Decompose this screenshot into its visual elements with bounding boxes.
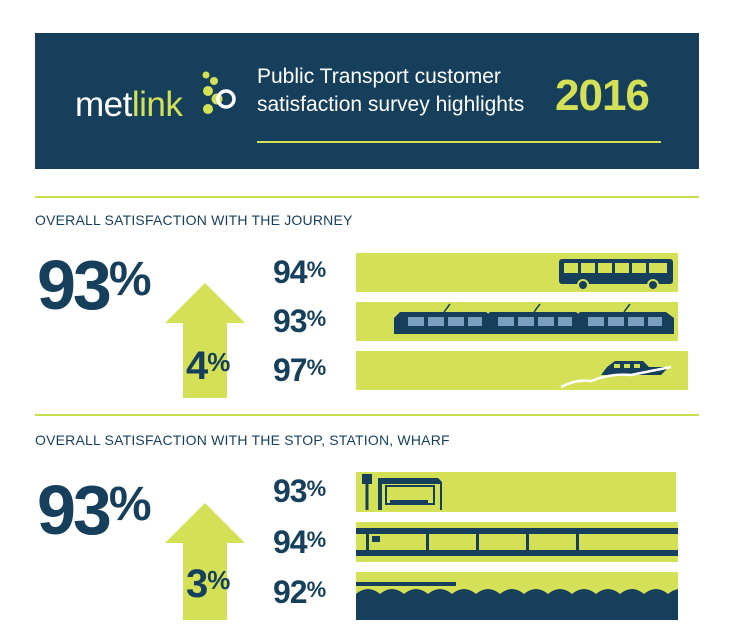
journey-overall: 93%: [37, 245, 152, 325]
pct-sign: %: [306, 257, 327, 282]
pct-sign: %: [108, 253, 152, 306]
page-title: Public Transport customer satisfaction s…: [257, 63, 524, 119]
ferry-value: 97: [273, 352, 308, 388]
wharf-bar: [356, 572, 678, 620]
increase-arrow-icon: [165, 283, 245, 398]
journey-increase-value: 4: [186, 344, 208, 388]
pct-sign: %: [108, 478, 152, 531]
bus-stop-satisfaction: 93%: [273, 473, 327, 510]
journey-heading: OVERALL SATISFACTION WITH THE JOURNEY: [35, 212, 353, 228]
divider-middle: [35, 414, 699, 416]
wharf-value: 92: [273, 574, 308, 610]
station-value: 94: [273, 524, 308, 560]
pct-sign: %: [306, 527, 327, 552]
train-satisfaction: 93%: [273, 303, 327, 340]
header-banner: metlink Public Transport customer satisf…: [35, 33, 699, 169]
journey-increase: 4%: [186, 344, 230, 389]
ferry-satisfaction: 97%: [273, 352, 327, 389]
pct-sign: %: [207, 347, 230, 377]
pct-sign: %: [306, 476, 327, 501]
wharf-satisfaction: 92%: [273, 574, 327, 611]
stop-overall-value: 93: [37, 471, 112, 549]
station-bar: [356, 522, 678, 562]
train-icon: [394, 303, 674, 334]
stop-heading: OVERALL SATISFACTION WITH THE STOP, STAT…: [35, 432, 450, 448]
bus-value: 94: [273, 254, 308, 290]
train-value: 93: [273, 303, 308, 339]
pct-sign: %: [306, 355, 327, 380]
metlink-logo: metlink: [75, 85, 183, 124]
title-line-1: Public Transport customer: [257, 65, 501, 88]
stop-increase: 3%: [186, 562, 230, 607]
title-line-2: satisfaction survey highlights: [257, 93, 525, 116]
divider-top: [35, 196, 699, 198]
bus-shelter-icon: [362, 474, 442, 510]
metlink-dots-icon: [202, 71, 236, 114]
wharf-icon: [356, 572, 678, 596]
bus-satisfaction: 94%: [273, 254, 327, 291]
increase-arrow-icon: [165, 503, 245, 620]
pct-sign: %: [306, 306, 327, 331]
bus-stop-bar: [356, 472, 676, 512]
pct-sign: %: [306, 577, 327, 602]
survey-year: 2016: [555, 71, 650, 120]
pct-sign: %: [207, 565, 230, 595]
stop-overall: 93%: [37, 470, 152, 550]
bus-bar: [356, 253, 678, 292]
title-underline: [257, 141, 661, 143]
train-station-icon: [356, 528, 678, 558]
stop-increase-value: 3: [186, 562, 208, 606]
bus-icon: [559, 259, 673, 291]
train-bar: [356, 302, 678, 341]
ferry-icon: [560, 361, 672, 389]
bus-stop-value: 93: [273, 473, 308, 509]
station-satisfaction: 94%: [273, 524, 327, 561]
ferry-bar: [356, 351, 688, 390]
journey-overall-value: 93: [37, 246, 112, 324]
